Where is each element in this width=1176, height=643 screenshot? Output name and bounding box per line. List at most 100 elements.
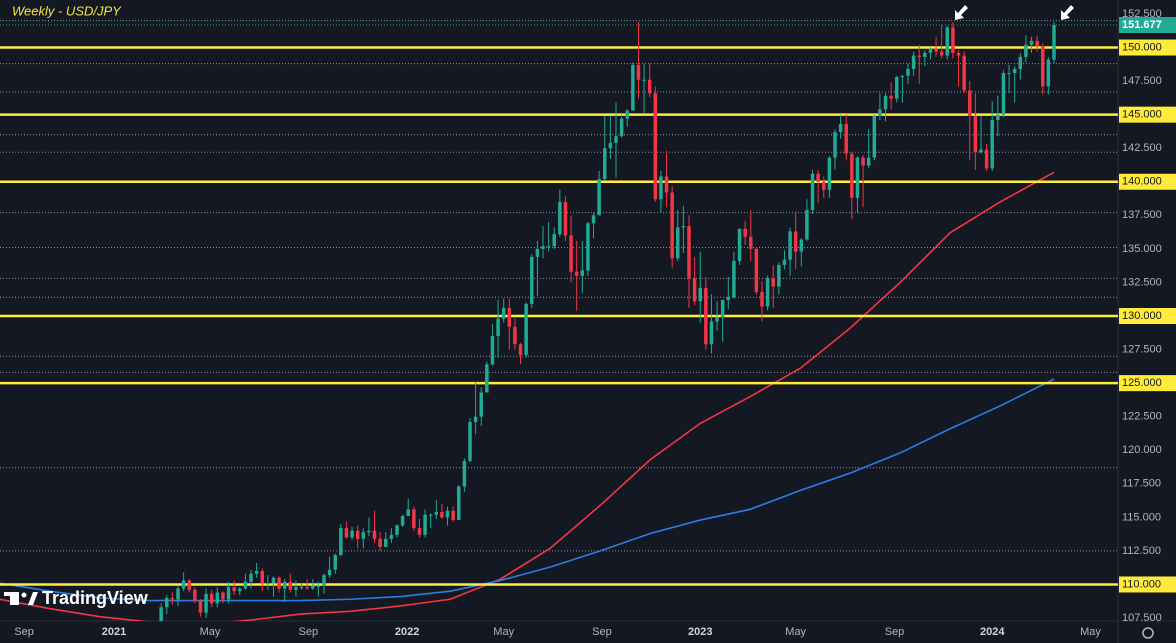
candle-body [782, 259, 787, 265]
candle-body [872, 115, 877, 158]
candle-body [524, 303, 528, 355]
candle-body [501, 307, 506, 319]
settings-icon[interactable] [1142, 627, 1154, 639]
candle-body [462, 460, 467, 487]
candle-body [743, 228, 747, 237]
candle-body [636, 64, 641, 80]
candle-body [344, 528, 349, 538]
candle-body [647, 79, 652, 94]
candle-body [260, 571, 264, 584]
x-tick-label: Sep [592, 626, 612, 638]
candle-body [333, 554, 337, 570]
x-tick-label: May [1080, 626, 1101, 638]
candle-body [827, 157, 832, 190]
candle-body [810, 173, 815, 210]
candle-body [715, 317, 719, 322]
candle-body [518, 344, 523, 355]
candle-body [631, 64, 635, 111]
candle-body [900, 75, 905, 78]
y-tick-label: 137.500 [1122, 209, 1162, 221]
y-tick-label: 112.500 [1122, 545, 1161, 557]
candle-body [586, 223, 590, 271]
candle-body [193, 589, 197, 601]
x-tick-label: Sep [885, 626, 905, 638]
candle-body [361, 532, 366, 539]
candle-body [968, 90, 972, 116]
level-tag [1119, 39, 1176, 56]
x-tick-label: 2024 [980, 626, 1005, 638]
level-tag [1119, 576, 1176, 593]
candle-body [299, 587, 304, 589]
candle-body [254, 571, 259, 574]
candle-body [720, 299, 725, 318]
candle-body [243, 581, 248, 589]
candle-body [737, 228, 742, 261]
candle-body [984, 149, 989, 169]
moving-average [0, 378, 1055, 602]
y-tick-label: 135.000 [1122, 243, 1162, 255]
level-tag-label: 125.000 [1122, 377, 1162, 389]
candle-body [855, 157, 860, 198]
y-tick-label: 117.500 [1122, 478, 1161, 490]
y-tick-label: 127.500 [1122, 343, 1162, 355]
candle-body [412, 509, 416, 529]
candle-body [204, 593, 208, 613]
moving-average [0, 171, 1055, 621]
logo-mark [10, 592, 19, 605]
candle-body [866, 157, 871, 166]
candle-body [1018, 56, 1023, 69]
settings-icon[interactable] [1142, 627, 1154, 639]
level-tag [1119, 308, 1176, 325]
candle-body [232, 587, 236, 592]
candle-body [833, 132, 837, 158]
candle-body [1012, 69, 1017, 74]
x-tick-label: Sep [14, 626, 34, 638]
candle-body [288, 581, 293, 590]
y-tick-label: 115.000 [1122, 511, 1161, 523]
y-tick-label: 147.500 [1122, 75, 1162, 87]
candle-body [895, 77, 899, 99]
candle-body [316, 585, 321, 587]
candle-body [816, 173, 820, 182]
candle-body [226, 587, 231, 600]
candle-body [473, 416, 478, 423]
y-tick-label: 152.500 [1122, 8, 1162, 20]
x-tick-label: May [493, 626, 514, 638]
candle-body [911, 55, 916, 69]
candle-body [159, 607, 163, 621]
candle-body [249, 573, 253, 582]
candle-body [939, 51, 944, 56]
y-tick-label: 107.500 [1122, 612, 1162, 624]
candle-body [423, 514, 427, 535]
candle-body [479, 392, 483, 417]
candle-body [749, 236, 753, 249]
candle-body [490, 336, 495, 365]
candle-body [704, 287, 708, 345]
candle-body [322, 575, 326, 586]
candle-body [282, 581, 287, 589]
arrow [955, 5, 968, 20]
arrow [955, 5, 1074, 20]
candle-body [765, 278, 770, 307]
candle-body [266, 583, 270, 585]
logo: TradingView [4, 588, 149, 608]
axes: 152.500 150.000 147.500 145.000 142.500 140.0… [14, 8, 1176, 638]
candle-body [552, 234, 556, 247]
candle-body [659, 176, 663, 200]
candle-body [788, 231, 792, 260]
candle-body [445, 510, 450, 518]
candle-body [451, 510, 455, 521]
candle-body [507, 307, 512, 327]
candle-body [221, 592, 225, 600]
candle-body [541, 246, 545, 249]
candle-body [996, 114, 1000, 121]
candle-body [574, 271, 579, 276]
logo-mark [21, 592, 27, 598]
level-tag-label: 145.000 [1122, 109, 1162, 121]
candle-body [563, 201, 568, 236]
logo-mark [28, 592, 38, 605]
y-tick-label: 142.500 [1122, 142, 1162, 154]
candle-body [440, 511, 444, 518]
y-tick-label: 122.500 [1122, 411, 1162, 423]
